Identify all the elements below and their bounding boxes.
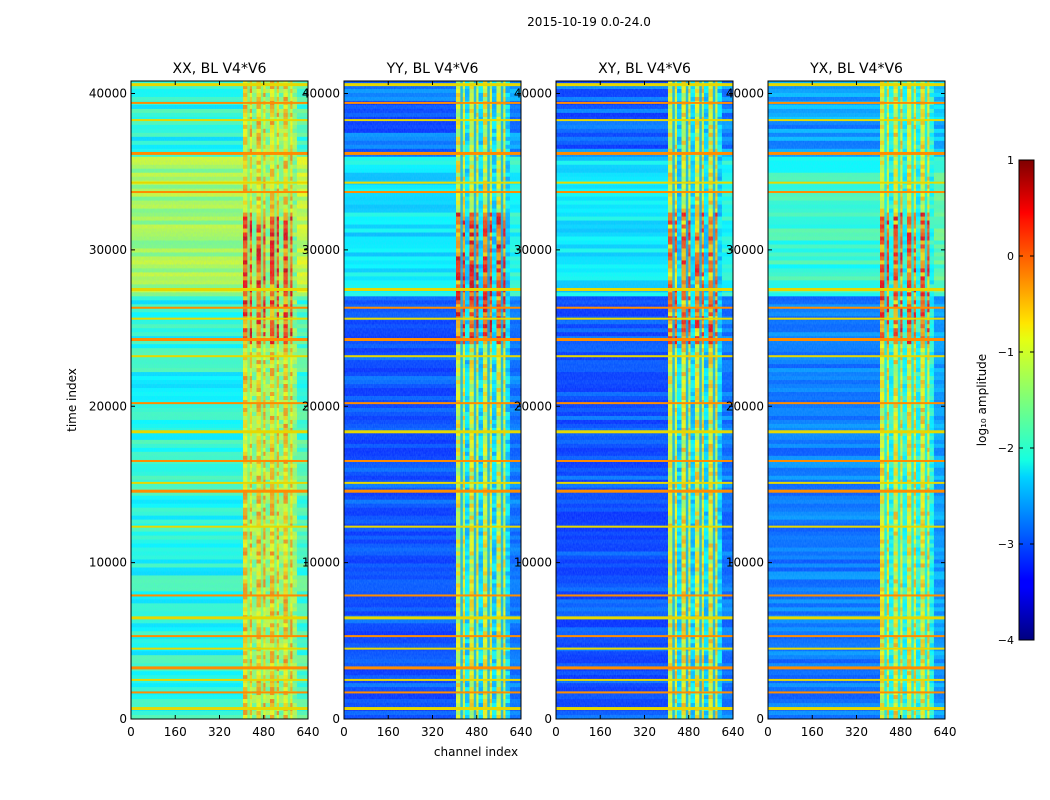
flagged-row xyxy=(344,489,521,493)
x-tick-label: 480 xyxy=(252,725,275,739)
flagged-row xyxy=(131,355,308,358)
y-tick-label: 0 xyxy=(119,712,127,726)
figure-suptitle: 2015-10-19 0.0-24.0 xyxy=(527,15,651,29)
flagged-row xyxy=(344,691,521,694)
heatmap-texture xyxy=(344,81,521,719)
x-tick-label: 320 xyxy=(208,725,231,739)
flagged-row xyxy=(344,151,521,155)
flagged-row xyxy=(344,355,521,358)
flagged-row xyxy=(131,191,308,194)
flagged-row xyxy=(131,666,308,670)
flagged-row xyxy=(131,181,308,184)
flagged-row xyxy=(131,678,308,681)
flagged-row xyxy=(344,666,521,670)
band-gap-stripe xyxy=(260,81,264,719)
panels-group: XX, BL V4*V6 0 160 320 480 640 0 10000 20000 3000… xyxy=(89,61,957,739)
y-tick-label: 30000 xyxy=(302,243,340,257)
band-gap-stripe xyxy=(487,81,490,719)
x-tick-label: 160 xyxy=(377,725,400,739)
flagged-row xyxy=(131,647,308,650)
band-gap-stripe xyxy=(500,81,504,719)
y-tick-label: 20000 xyxy=(302,399,340,413)
heatmap-texture xyxy=(131,81,308,719)
x-tick-label: 480 xyxy=(465,725,488,739)
x-tick-label: 160 xyxy=(164,725,187,739)
heatmap-image xyxy=(556,81,733,719)
flagged-row xyxy=(131,151,308,155)
panel-3: XY, BL V4*V60 160 320 480 640010000200003000… xyxy=(514,61,745,739)
flagged-row xyxy=(131,402,308,405)
flagged-row xyxy=(344,481,521,484)
flagged-row xyxy=(131,594,308,597)
flagged-row xyxy=(131,317,308,320)
band-gap-stripe xyxy=(473,81,477,719)
band-gap-stripe xyxy=(274,81,277,719)
flagged-row xyxy=(131,306,308,309)
y-tick-label: 40000 xyxy=(89,87,127,101)
flagged-row xyxy=(344,430,521,434)
flagged-row xyxy=(344,525,521,528)
flagged-row xyxy=(131,489,308,493)
flagged-row xyxy=(344,181,521,184)
y-tick-label: 20000 xyxy=(89,399,127,413)
flagged-row xyxy=(131,101,308,104)
flagged-row xyxy=(131,707,308,711)
flagged-row xyxy=(131,459,308,462)
flagged-row xyxy=(131,635,308,638)
flagged-row xyxy=(131,481,308,484)
flagged-row xyxy=(344,402,521,405)
flagged-row xyxy=(344,647,521,650)
x-tick-label: 320 xyxy=(421,725,444,739)
x-tick-label: 0 xyxy=(127,725,135,739)
panel-title: XX, BL V4*V6 xyxy=(173,61,267,77)
flagged-row xyxy=(131,616,308,620)
heatmap-image xyxy=(131,81,308,719)
x-tick-label: 640 xyxy=(297,725,320,739)
flagged-row xyxy=(344,635,521,638)
panel-1: XX, BL V4*V6 0 160 320 480 640 0 10000 20000 3000… xyxy=(89,61,320,739)
flagged-row xyxy=(131,525,308,528)
y-tick-label: 10000 xyxy=(89,556,127,570)
flagged-row xyxy=(344,707,521,711)
y-tick-label: 10000 xyxy=(302,556,340,570)
heatmap-image xyxy=(344,81,521,719)
y-tick-label: 0 xyxy=(332,712,340,726)
flagged-row xyxy=(344,191,521,194)
y-tick-label: 30000 xyxy=(89,243,127,257)
flagged-row xyxy=(344,287,521,291)
panel-2: YY, BL V4*V6 0 160 320 480 640 0 10000 20000 3000… xyxy=(302,61,533,739)
flagged-row xyxy=(344,317,521,320)
flagged-row xyxy=(344,119,521,122)
flagged-row xyxy=(131,119,308,122)
band-gap-stripe xyxy=(287,81,291,719)
x-tick-label: 640 xyxy=(510,725,533,739)
panel-title: YY, BL V4*V6 xyxy=(386,61,479,77)
flagged-row xyxy=(131,691,308,694)
flagged-row xyxy=(344,306,521,309)
flagged-row xyxy=(131,287,308,291)
flagged-row xyxy=(344,459,521,462)
flagged-row xyxy=(344,101,521,104)
flagged-row xyxy=(344,616,521,620)
x-tick-label: 0 xyxy=(340,725,348,739)
flagged-row xyxy=(344,594,521,597)
flagged-row xyxy=(344,338,521,342)
flagged-row xyxy=(131,430,308,434)
flagged-row xyxy=(344,678,521,681)
flagged-row xyxy=(131,338,308,342)
y-tick-label: 40000 xyxy=(302,87,340,101)
band-gap-stripe xyxy=(460,81,463,719)
band-gap-stripe xyxy=(247,81,250,719)
